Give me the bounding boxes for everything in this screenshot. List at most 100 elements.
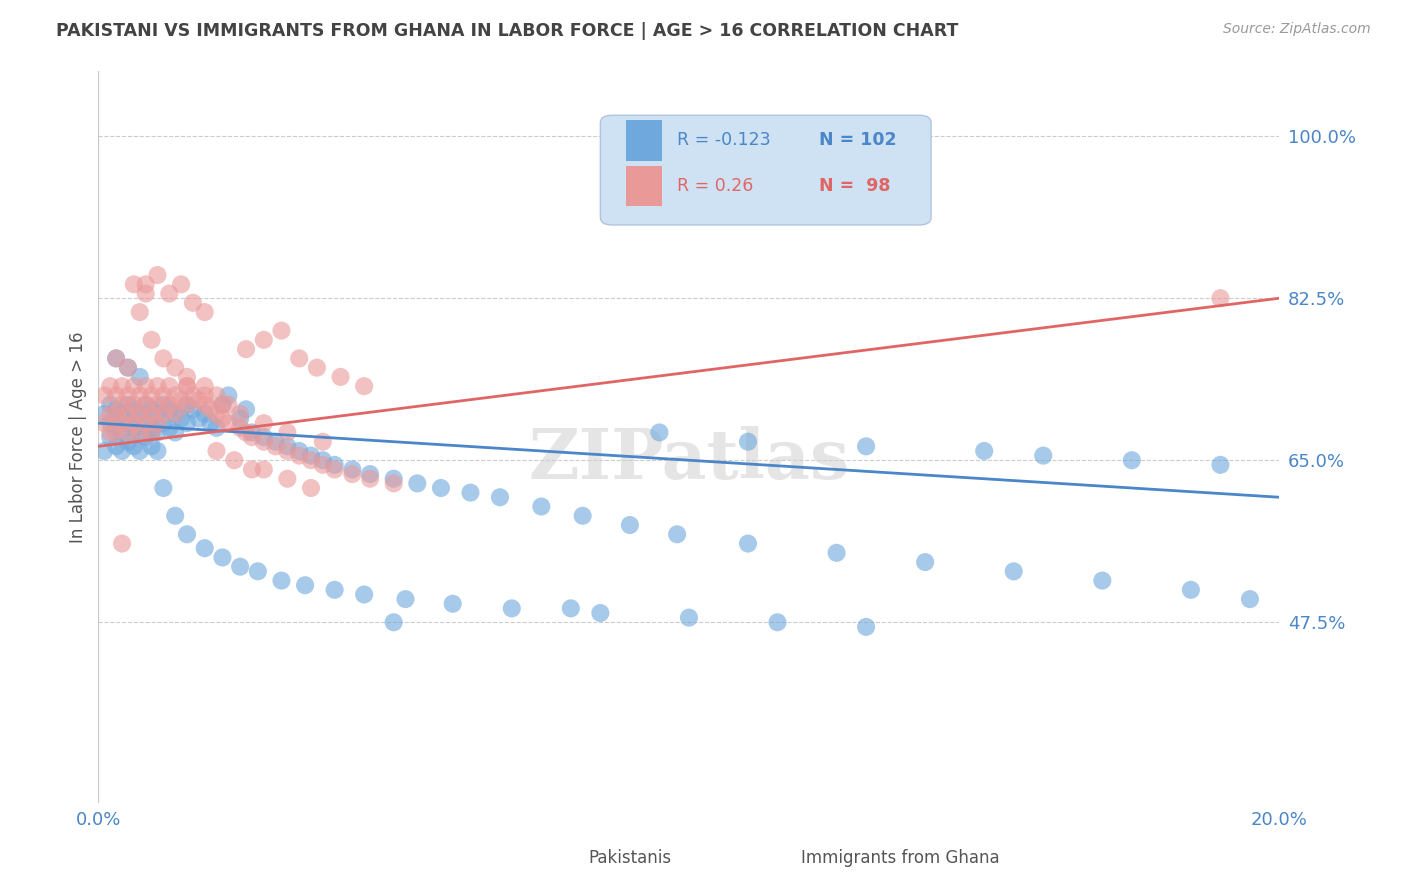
Point	[460, 485, 482, 500]
Point	[1209, 458, 1232, 472]
Point	[135, 379, 157, 393]
Point	[152, 398, 174, 412]
Point	[135, 416, 157, 430]
Point	[111, 398, 134, 412]
Point	[176, 379, 198, 393]
Point	[973, 444, 995, 458]
Point	[98, 430, 121, 444]
Text: Pakistanis: Pakistanis	[589, 848, 672, 867]
Point	[1239, 592, 1261, 607]
Point	[98, 416, 121, 430]
Point	[194, 541, 217, 556]
Point	[111, 407, 134, 421]
Text: PAKISTANI VS IMMIGRANTS FROM GHANA IN LABOR FORCE | AGE > 16 CORRELATION CHART: PAKISTANI VS IMMIGRANTS FROM GHANA IN LA…	[56, 22, 959, 40]
Point	[157, 286, 180, 301]
Point	[666, 527, 689, 541]
Point	[1180, 582, 1202, 597]
Point	[128, 407, 150, 421]
Point	[288, 449, 311, 463]
Point	[93, 444, 115, 458]
Point	[217, 388, 239, 402]
Point	[571, 508, 593, 523]
Point	[135, 398, 157, 412]
Point	[359, 467, 381, 482]
Point	[253, 434, 276, 449]
Point	[276, 444, 298, 458]
FancyBboxPatch shape	[547, 843, 576, 872]
Point	[98, 379, 121, 393]
Point	[217, 416, 239, 430]
Point	[93, 388, 115, 402]
Point	[122, 277, 145, 292]
Point	[152, 481, 174, 495]
Point	[211, 550, 233, 565]
Point	[217, 398, 239, 412]
Point	[111, 379, 134, 393]
Point	[93, 407, 115, 421]
Point	[855, 620, 877, 634]
Point	[235, 342, 257, 356]
Point	[264, 434, 287, 449]
Point	[229, 421, 252, 435]
Point	[152, 388, 174, 402]
Point	[135, 416, 157, 430]
Point	[619, 518, 641, 533]
Point	[406, 476, 429, 491]
Point	[194, 388, 217, 402]
Text: Immigrants from Ghana: Immigrants from Ghana	[801, 848, 1000, 867]
Point	[98, 425, 121, 440]
Point	[146, 425, 169, 440]
Point	[194, 305, 217, 319]
Point	[1091, 574, 1114, 588]
Point	[194, 379, 217, 393]
Point	[176, 370, 198, 384]
Point	[135, 430, 157, 444]
Point	[122, 421, 145, 435]
Point	[157, 398, 180, 412]
Point	[117, 416, 139, 430]
Point	[187, 411, 209, 425]
FancyBboxPatch shape	[626, 120, 662, 161]
Point	[240, 425, 263, 440]
Point	[128, 305, 150, 319]
Point	[176, 527, 198, 541]
Point	[122, 402, 145, 417]
Point	[128, 370, 150, 384]
Point	[105, 407, 128, 421]
Point	[253, 416, 276, 430]
Point	[329, 370, 352, 384]
Point	[122, 416, 145, 430]
FancyBboxPatch shape	[626, 166, 662, 206]
Point	[105, 402, 128, 417]
Point	[135, 277, 157, 292]
Point	[141, 425, 163, 440]
Point	[353, 379, 375, 393]
Point	[299, 481, 322, 495]
Point	[165, 360, 187, 375]
Point	[211, 398, 233, 412]
Point	[205, 444, 228, 458]
Point	[205, 421, 228, 435]
Point	[229, 411, 252, 425]
Point	[737, 434, 759, 449]
Point	[205, 407, 228, 421]
Point	[382, 476, 405, 491]
Point	[382, 615, 405, 630]
Point	[98, 407, 121, 421]
Point	[93, 416, 115, 430]
Point	[146, 444, 169, 458]
Point	[128, 425, 150, 440]
Point	[141, 439, 163, 453]
Point	[855, 439, 877, 453]
Point	[224, 453, 246, 467]
Point	[111, 444, 134, 458]
Point	[489, 490, 512, 504]
Point	[430, 481, 453, 495]
Point	[181, 402, 204, 417]
Point	[359, 472, 381, 486]
Point	[117, 407, 139, 421]
Point	[146, 398, 169, 412]
Point	[105, 425, 128, 440]
Point	[170, 392, 193, 407]
Point	[165, 388, 187, 402]
